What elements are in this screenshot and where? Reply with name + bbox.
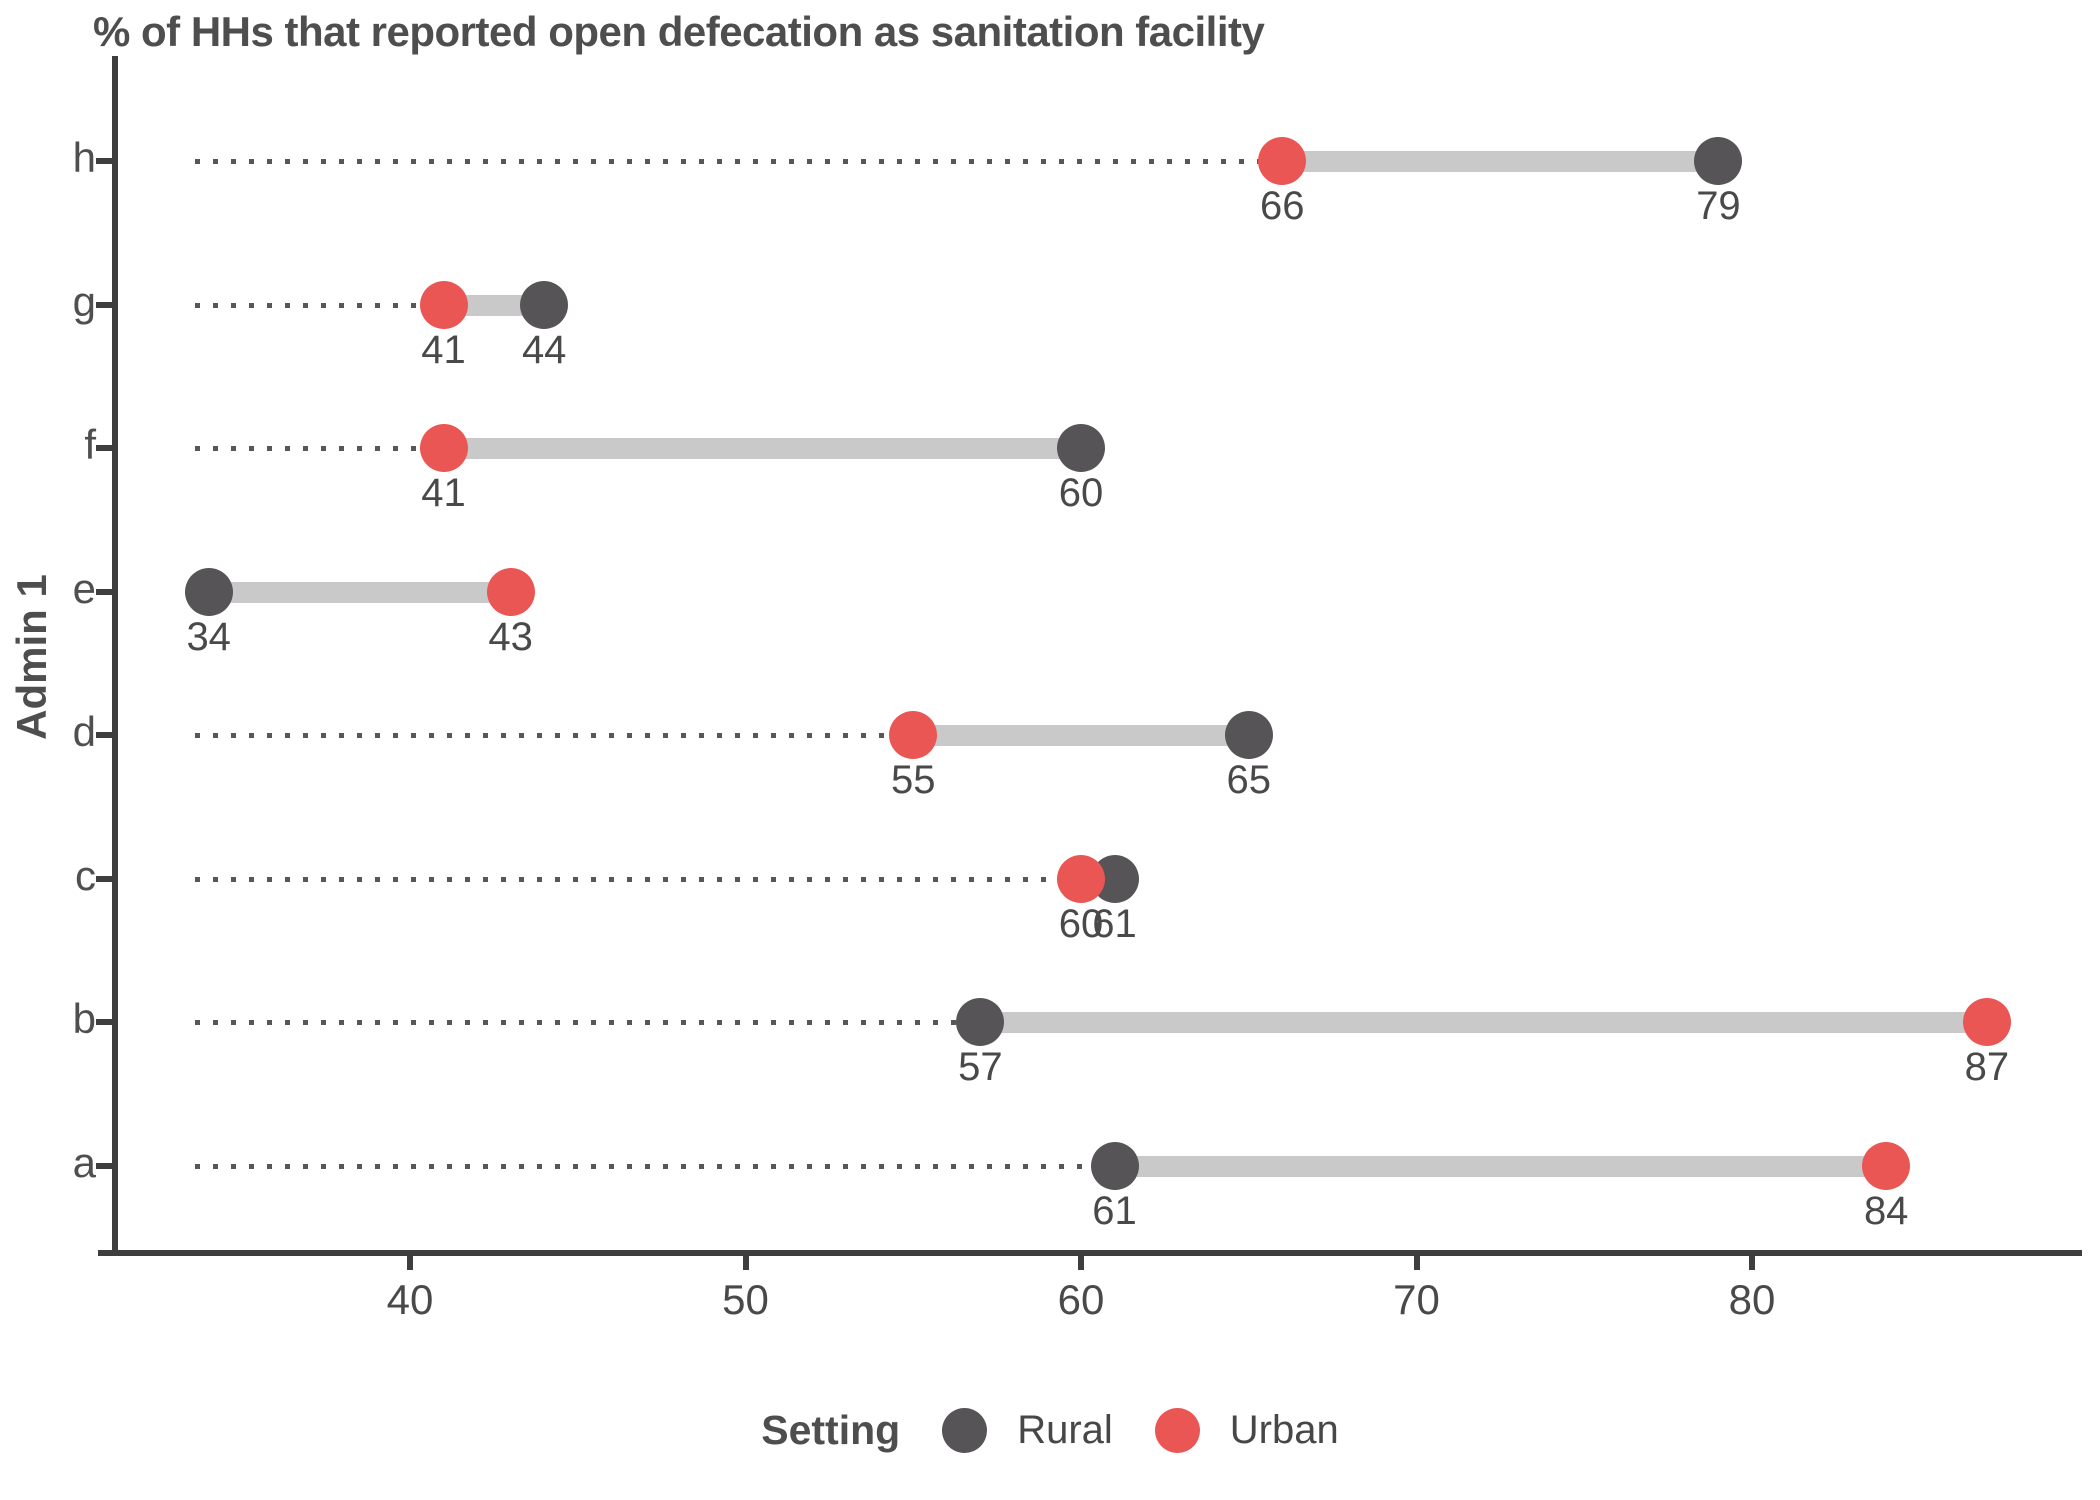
y-axis-tick <box>96 301 112 308</box>
y-axis-label-e: e <box>72 564 96 612</box>
connector-bar <box>913 725 1249 747</box>
y-axis-tick <box>96 158 112 164</box>
urban-value-label: 55 <box>891 758 936 803</box>
rural-dot <box>1224 711 1273 760</box>
x-axis-tick <box>1078 1256 1084 1270</box>
legend-urban-dot-icon <box>1154 1407 1200 1453</box>
leader-line <box>195 159 1283 164</box>
x-axis-tick-label: 80 <box>1728 1276 1776 1323</box>
legend-urban-label: Urban <box>1229 1407 1339 1452</box>
connector-bar <box>980 1012 1987 1034</box>
rural-value-label: 57 <box>958 1045 1003 1090</box>
y-axis-label-c: c <box>75 851 96 899</box>
rural-value-label: 60 <box>1058 471 1104 516</box>
urban-dot <box>419 280 468 329</box>
rural-value-label: 34 <box>186 614 231 659</box>
x-axis-tick <box>407 1256 413 1270</box>
rural-value-label: 61 <box>1092 901 1137 946</box>
chart-title: % of HHs that reported open defecation a… <box>93 8 1265 55</box>
x-axis-tick-label: 70 <box>1393 1276 1440 1323</box>
x-axis-tick <box>742 1256 749 1270</box>
y-axis-label-a: a <box>72 1138 96 1186</box>
rural-dot <box>956 998 1005 1047</box>
rural-value-label: 79 <box>1696 184 1741 228</box>
rural-value-label: 61 <box>1092 1188 1137 1233</box>
rural-dot <box>1090 1141 1139 1190</box>
x-axis-tick-label: 50 <box>722 1276 769 1323</box>
y-axis-tick <box>96 445 112 452</box>
leader-line <box>195 302 444 308</box>
connector-bar <box>443 294 545 316</box>
y-axis-tick <box>96 1019 112 1026</box>
rural-value-label: 44 <box>521 327 567 372</box>
urban-dot <box>1057 854 1105 903</box>
urban-dot <box>486 567 535 616</box>
urban-value-label: 84 <box>1863 1188 1909 1233</box>
rural-dot <box>184 567 233 616</box>
y-axis-tick <box>96 875 112 882</box>
leader-line <box>195 1163 1115 1169</box>
urban-value-label: 41 <box>421 471 466 516</box>
connector-bar <box>1114 1155 1887 1177</box>
y-axis-label-g: g <box>72 277 96 325</box>
x-axis-tick <box>1749 1256 1755 1270</box>
rural-dot <box>520 280 569 329</box>
urban-dot <box>1962 998 2011 1047</box>
rural-dot <box>1694 137 1743 185</box>
leader-line <box>195 876 1081 882</box>
y-axis-label-d: d <box>72 708 96 756</box>
connector-bar <box>208 581 511 603</box>
legend-rural-dot-icon <box>942 1407 988 1453</box>
urban-value-label: 60 <box>1058 901 1104 946</box>
connector-bar <box>443 438 1081 460</box>
urban-dot <box>419 424 468 473</box>
urban-value-label: 43 <box>488 614 533 659</box>
urban-dot <box>1862 1141 1911 1190</box>
x-axis-tick-label: 60 <box>1057 1276 1105 1323</box>
leader-line <box>195 733 914 739</box>
y-axis-tick <box>96 732 112 739</box>
urban-value-label: 66 <box>1260 184 1305 228</box>
y-axis-tick <box>96 1162 112 1169</box>
legend: Setting Rural Urban <box>0 1398 2100 1462</box>
y-axis-label-h: h <box>72 134 96 181</box>
leader-line <box>195 1020 981 1026</box>
y-axis-label-b: b <box>72 995 96 1043</box>
urban-dot <box>1258 137 1307 185</box>
y-axis-line <box>112 56 118 1256</box>
urban-value-label: 87 <box>1964 1045 2010 1090</box>
leader-line <box>195 446 444 452</box>
rural-dot <box>1057 424 1105 473</box>
rural-value-label: 65 <box>1226 758 1272 803</box>
y-axis-tick <box>96 588 112 595</box>
legend-title: Setting <box>761 1406 901 1453</box>
x-axis-line <box>98 1250 2082 1256</box>
x-axis-tick <box>1413 1256 1420 1270</box>
urban-dot <box>889 711 938 760</box>
connector-bar <box>1282 151 1719 172</box>
x-axis-tick-label: 40 <box>386 1276 434 1323</box>
urban-value-label: 41 <box>421 327 466 372</box>
legend-rural-label: Rural <box>1017 1407 1113 1452</box>
y-axis-label-f: f <box>84 421 96 469</box>
